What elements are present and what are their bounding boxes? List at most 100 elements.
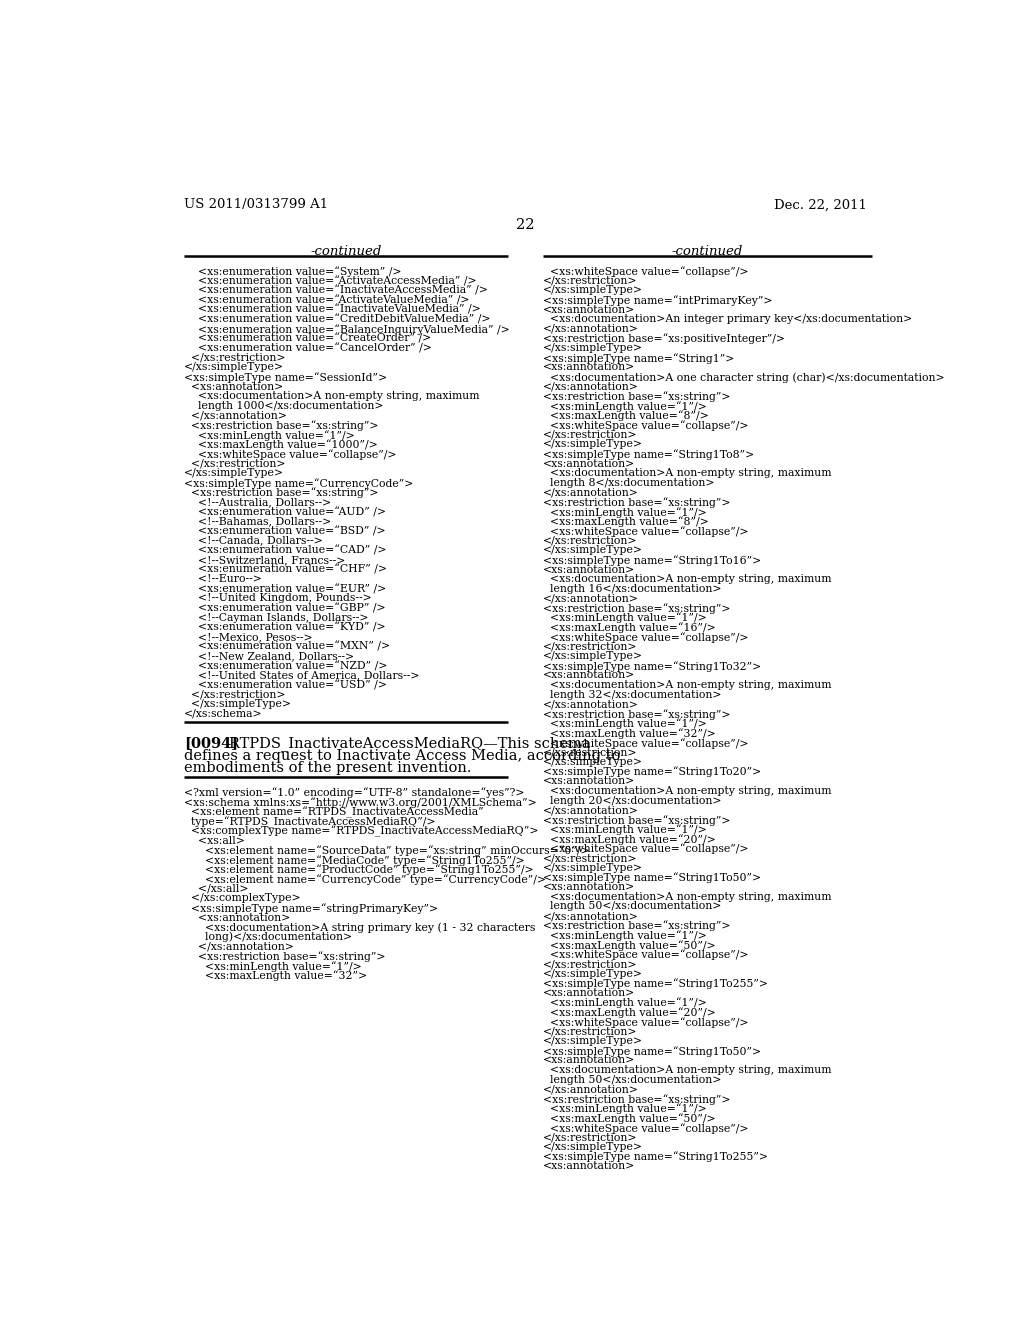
Text: <xs:annotation>: <xs:annotation> <box>543 459 635 469</box>
Text: <xs:restriction base=“xs:string”>: <xs:restriction base=“xs:string”> <box>543 603 730 614</box>
Text: <xs:maxLength value=“20”/>: <xs:maxLength value=“20”/> <box>543 834 716 845</box>
Text: <xs:maxLength value=“8”/>: <xs:maxLength value=“8”/> <box>543 516 709 527</box>
Text: <xs:annotation>: <xs:annotation> <box>543 1162 635 1171</box>
Text: <xs:minLength value=“1”/>: <xs:minLength value=“1”/> <box>543 718 707 730</box>
Text: <xs:maxLength value=“1000”/>: <xs:maxLength value=“1000”/> <box>183 440 378 450</box>
Text: </xs:annotation>: </xs:annotation> <box>183 411 287 421</box>
Text: <xs:restriction base=“xs:string”>: <xs:restriction base=“xs:string”> <box>183 420 378 432</box>
Text: <xs:minLength value=“1”/>: <xs:minLength value=“1”/> <box>543 1104 707 1114</box>
Text: </xs:simpleType>: </xs:simpleType> <box>543 758 643 767</box>
Text: <xs:restriction base=“xs:string”>: <xs:restriction base=“xs:string”> <box>543 1094 730 1105</box>
Text: <xs:annotation>: <xs:annotation> <box>543 776 635 787</box>
Text: <!--Mexico, Pesos-->: <!--Mexico, Pesos--> <box>183 632 312 642</box>
Text: <xs:simpleType name=“CurrencyCode”>: <xs:simpleType name=“CurrencyCode”> <box>183 478 413 488</box>
Text: <xs:whiteSpace value=“collapse”/>: <xs:whiteSpace value=“collapse”/> <box>543 632 749 643</box>
Text: embodiments of the present invention.: embodiments of the present invention. <box>183 762 471 775</box>
Text: </xs:simpleType>: </xs:simpleType> <box>543 440 643 449</box>
Text: <xs:annotation>: <xs:annotation> <box>543 882 635 892</box>
Text: </xs:annotation>: </xs:annotation> <box>543 487 639 498</box>
Text: </xs:all>: </xs:all> <box>183 884 248 894</box>
Text: </xs:restriction>: </xs:restriction> <box>543 853 637 863</box>
Text: -continued: -continued <box>310 246 382 259</box>
Text: <xs:restriction base=“xs:string”>: <xs:restriction base=“xs:string”> <box>543 391 730 403</box>
Text: </xs:complexType>: </xs:complexType> <box>183 894 300 903</box>
Text: <xs:whiteSpace value=“collapse”/>: <xs:whiteSpace value=“collapse”/> <box>543 267 749 277</box>
Text: </xs:restriction>: </xs:restriction> <box>543 536 637 545</box>
Text: <xs:element name=“ProductCode” type=“String1To255”/>: <xs:element name=“ProductCode” type=“Str… <box>183 865 534 875</box>
Text: <xs:whiteSpace value=“collapse”/>: <xs:whiteSpace value=“collapse”/> <box>543 843 749 854</box>
Text: </xs:simpleType>: </xs:simpleType> <box>543 1142 643 1152</box>
Text: </xs:simpleType>: </xs:simpleType> <box>543 863 643 873</box>
Text: <xs:minLength value=“1”/>: <xs:minLength value=“1”/> <box>543 825 707 836</box>
Text: </xs:simpleType>: </xs:simpleType> <box>543 1036 643 1047</box>
Text: type=“RTPDS_InactivateAccessMediaRQ”/>: type=“RTPDS_InactivateAccessMediaRQ”/> <box>183 816 435 828</box>
Text: <xs:documentation>An integer primary key</xs:documentation>: <xs:documentation>An integer primary key… <box>543 314 912 325</box>
Text: <xs:minLength value=“1”/>: <xs:minLength value=“1”/> <box>543 998 707 1008</box>
Text: long)</xs:documentation>: long)</xs:documentation> <box>183 932 352 942</box>
Text: </xs:schema>: </xs:schema> <box>183 709 262 719</box>
Text: defines a request to Inactivate Access Media, according to: defines a request to Inactivate Access M… <box>183 748 621 763</box>
Text: length 16</xs:documentation>: length 16</xs:documentation> <box>543 583 721 594</box>
Text: <!--Euro-->: <!--Euro--> <box>183 574 262 585</box>
Text: <xs:enumeration value=“USD” />: <xs:enumeration value=“USD” /> <box>183 680 387 690</box>
Text: length 50</xs:documentation>: length 50</xs:documentation> <box>543 902 721 911</box>
Text: <xs:annotation>: <xs:annotation> <box>183 912 290 923</box>
Text: <xs:restriction base=“xs:string”>: <xs:restriction base=“xs:string”> <box>543 498 730 508</box>
Text: </xs:annotation>: </xs:annotation> <box>543 805 639 816</box>
Text: <xs:simpleType name=“String1To20”>: <xs:simpleType name=“String1To20”> <box>543 767 761 777</box>
Text: <xs:annotation>: <xs:annotation> <box>543 363 635 372</box>
Text: [0094]: [0094] <box>183 737 238 750</box>
Text: <xs:documentation>A non-empty string, maximum: <xs:documentation>A non-empty string, ma… <box>543 680 831 690</box>
Text: <xs:minLength value=“1”/>: <xs:minLength value=“1”/> <box>543 401 707 412</box>
Text: length 20</xs:documentation>: length 20</xs:documentation> <box>543 796 721 805</box>
Text: <xs:minLength value=“1”/>: <xs:minLength value=“1”/> <box>543 931 707 941</box>
Text: <xs:minLength value=“1”/>: <xs:minLength value=“1”/> <box>183 430 354 441</box>
Text: <xs:restriction base=“xs:string”>: <xs:restriction base=“xs:string”> <box>543 814 730 825</box>
Text: </xs:simpleType>: </xs:simpleType> <box>183 469 284 478</box>
Text: <xs:enumeration value=“KYD” />: <xs:enumeration value=“KYD” /> <box>183 622 385 632</box>
Text: <xs:enumeration value=“BalanceInquiryValueMedia” />: <xs:enumeration value=“BalanceInquiryVal… <box>183 323 510 335</box>
Text: </xs:simpleType>: </xs:simpleType> <box>183 363 284 372</box>
Text: <xs:enumeration value=“MXN” />: <xs:enumeration value=“MXN” /> <box>183 642 390 652</box>
Text: </xs:restriction>: </xs:restriction> <box>543 1027 637 1036</box>
Text: <xs:annotation>: <xs:annotation> <box>543 671 635 680</box>
Text: <xs:minLength value=“1”/>: <xs:minLength value=“1”/> <box>543 612 707 623</box>
Text: <xs:enumeration value=“GBP” />: <xs:enumeration value=“GBP” /> <box>183 603 385 614</box>
Text: <xs:simpleType name=“String1To50”>: <xs:simpleType name=“String1To50”> <box>543 873 761 883</box>
Text: <xs:enumeration value=“ActivateAccessMedia” />: <xs:enumeration value=“ActivateAccessMed… <box>183 276 476 286</box>
Text: </xs:restriction>: </xs:restriction> <box>543 430 637 440</box>
Text: </xs:restriction>: </xs:restriction> <box>183 689 286 700</box>
Text: <xs:enumeration value=“CreditDebitValueMedia” />: <xs:enumeration value=“CreditDebitValueM… <box>183 314 490 325</box>
Text: <xs:all>: <xs:all> <box>183 836 245 846</box>
Text: RTPDS_InactivateAccessMediaRQ—This schema: RTPDS_InactivateAccessMediaRQ—This schem… <box>228 737 590 751</box>
Text: <xs:element name=“SourceData” type=“xs:string” minOccurs=“0”/>: <xs:element name=“SourceData” type=“xs:s… <box>183 845 590 857</box>
Text: <xs:simpleType name=“SessionId”>: <xs:simpleType name=“SessionId”> <box>183 372 387 383</box>
Text: US 2011/0313799 A1: US 2011/0313799 A1 <box>183 198 328 211</box>
Text: <!--United States of America, Dollars-->: <!--United States of America, Dollars--> <box>183 671 419 680</box>
Text: <!--Canada, Dollars-->: <!--Canada, Dollars--> <box>183 536 323 545</box>
Text: </xs:simpleType>: </xs:simpleType> <box>543 343 643 354</box>
Text: <?xml version=“1.0” encoding=“UTF-8” standalone=“yes”?>: <?xml version=“1.0” encoding=“UTF-8” sta… <box>183 788 524 799</box>
Text: <xs:whiteSpace value=“collapse”/>: <xs:whiteSpace value=“collapse”/> <box>543 527 749 537</box>
Text: <xs:enumeration value=“InactivateValueMedia” />: <xs:enumeration value=“InactivateValueMe… <box>183 305 480 315</box>
Text: <xs:whiteSpace value=“collapse”/>: <xs:whiteSpace value=“collapse”/> <box>543 1016 749 1028</box>
Text: <xs:documentation>A non-empty string, maximum: <xs:documentation>A non-empty string, ma… <box>543 574 831 585</box>
Text: </xs:annotation>: </xs:annotation> <box>543 381 639 392</box>
Text: <xs:documentation>A non-empty string, maximum: <xs:documentation>A non-empty string, ma… <box>543 785 831 796</box>
Text: <xs:enumeration value=“AUD” />: <xs:enumeration value=“AUD” /> <box>183 507 386 517</box>
Text: <xs:enumeration value=“CHF” />: <xs:enumeration value=“CHF” /> <box>183 565 387 574</box>
Text: <xs:enumeration value=“EUR” />: <xs:enumeration value=“EUR” /> <box>183 583 386 594</box>
Text: <xs:restriction base=“xs:string”>: <xs:restriction base=“xs:string”> <box>543 709 730 719</box>
Text: <xs:enumeration value=“CancelOrder” />: <xs:enumeration value=“CancelOrder” /> <box>183 343 432 354</box>
Text: <xs:documentation>A non-empty string, maximum: <xs:documentation>A non-empty string, ma… <box>543 892 831 902</box>
Text: </xs:restriction>: </xs:restriction> <box>543 1133 637 1142</box>
Text: <xs:documentation>A one character string (char)</xs:documentation>: <xs:documentation>A one character string… <box>543 372 944 383</box>
Text: <xs:enumeration value=“CreateOrder” />: <xs:enumeration value=“CreateOrder” /> <box>183 334 431 343</box>
Text: <xs:documentation>A non-empty string, maximum: <xs:documentation>A non-empty string, ma… <box>543 469 831 478</box>
Text: </xs:restriction>: </xs:restriction> <box>543 276 637 286</box>
Text: <xs:whiteSpace value=“collapse”/>: <xs:whiteSpace value=“collapse”/> <box>543 949 749 961</box>
Text: </xs:simpleType>: </xs:simpleType> <box>183 700 291 709</box>
Text: -continued: -continued <box>672 246 743 259</box>
Text: <xs:whiteSpace value=“collapse”/>: <xs:whiteSpace value=“collapse”/> <box>183 449 396 459</box>
Text: </xs:simpleType>: </xs:simpleType> <box>543 545 643 556</box>
